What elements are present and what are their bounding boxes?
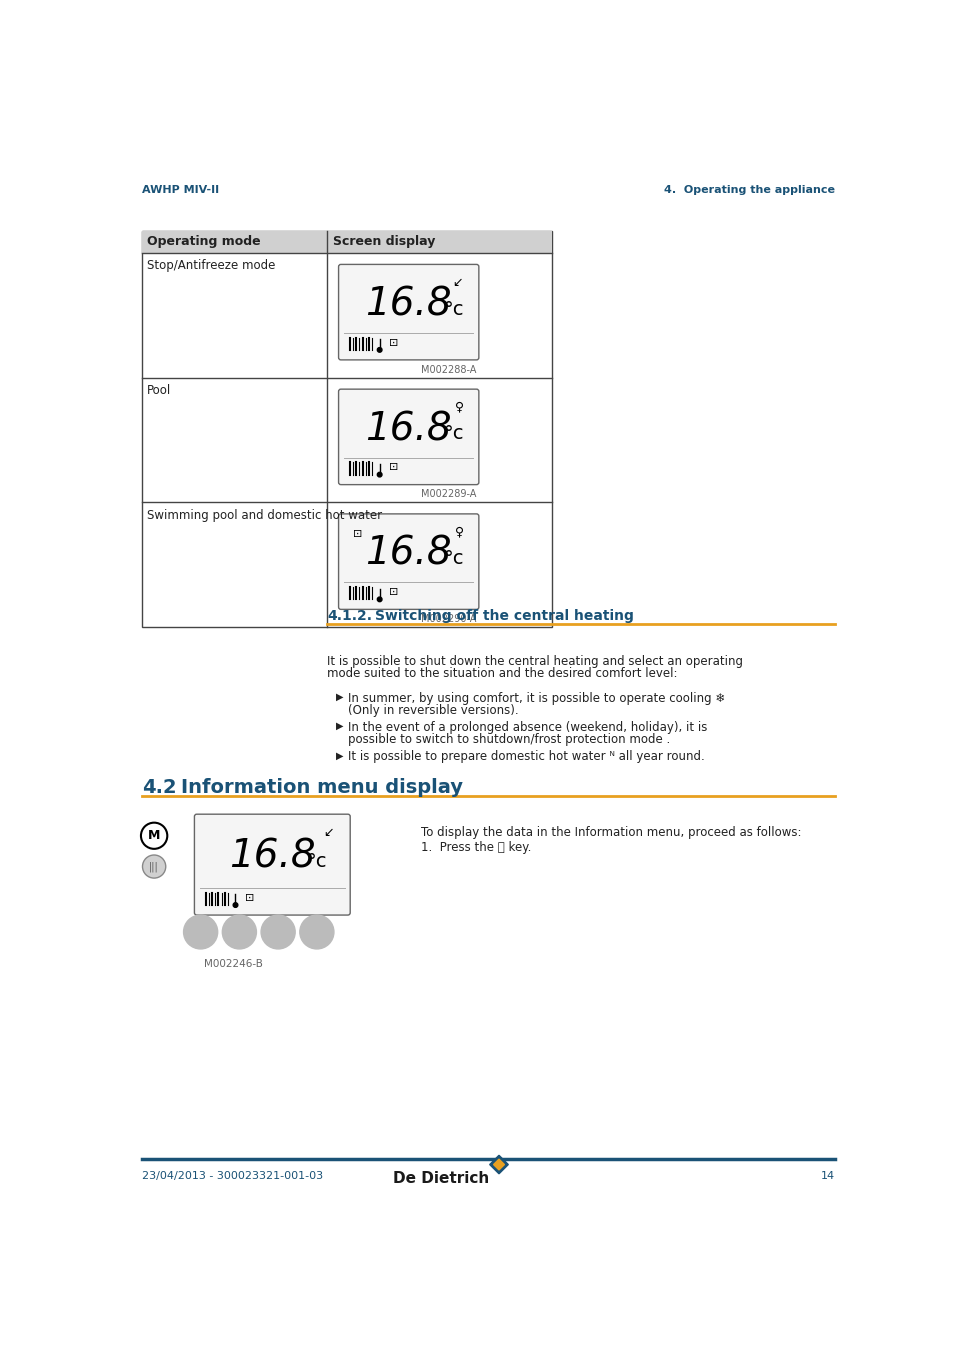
- Text: 14: 14: [821, 1170, 835, 1181]
- Text: 1.  Press the Ⓝ key.: 1. Press the Ⓝ key.: [421, 841, 532, 855]
- FancyBboxPatch shape: [338, 514, 478, 609]
- Text: |||: |||: [149, 861, 159, 872]
- Text: °c: °c: [442, 549, 463, 568]
- Text: 23/04/2013 - 300023321-001-03: 23/04/2013 - 300023321-001-03: [142, 1170, 323, 1181]
- Text: mode suited to the situation and the desired comfort level:: mode suited to the situation and the des…: [327, 667, 677, 680]
- Text: It is possible to shut down the central heating and select an operating: It is possible to shut down the central …: [327, 655, 742, 668]
- Text: °c: °c: [442, 300, 463, 319]
- Text: ↙: ↙: [323, 826, 334, 838]
- Text: ⊡: ⊡: [389, 587, 398, 597]
- Text: Switching off the central heating: Switching off the central heating: [375, 609, 633, 622]
- Text: To display the data in the Information menu, proceed as follows:: To display the data in the Information m…: [421, 826, 801, 838]
- Text: ♀: ♀: [455, 401, 463, 413]
- FancyBboxPatch shape: [194, 814, 350, 915]
- Bar: [142, 231, 551, 252]
- Text: M002289-A: M002289-A: [420, 489, 476, 500]
- Circle shape: [377, 347, 381, 352]
- Text: M002290-A: M002290-A: [420, 614, 476, 624]
- Text: ⊡: ⊡: [245, 892, 253, 903]
- Text: °c: °c: [442, 424, 463, 443]
- Text: 16.8: 16.8: [229, 838, 315, 876]
- Circle shape: [377, 597, 381, 602]
- Text: possible to switch to shutdown/frost protection mode .: possible to switch to shutdown/frost pro…: [348, 733, 669, 747]
- Text: 4.2: 4.2: [142, 778, 177, 796]
- Text: Stop/Antifreeze mode: Stop/Antifreeze mode: [147, 259, 275, 271]
- Text: ▶: ▶: [335, 691, 343, 702]
- Circle shape: [222, 915, 256, 949]
- Text: ↙: ↙: [452, 275, 462, 289]
- Circle shape: [233, 903, 237, 907]
- Circle shape: [261, 915, 294, 949]
- Text: M002288-A: M002288-A: [420, 364, 476, 374]
- Circle shape: [183, 915, 217, 949]
- Text: 16.8: 16.8: [365, 285, 452, 324]
- Text: M002246-B: M002246-B: [204, 958, 263, 969]
- Text: ⊡: ⊡: [389, 338, 398, 347]
- Text: Pool: Pool: [147, 383, 172, 397]
- Text: ▶: ▶: [335, 751, 343, 760]
- Text: ▶: ▶: [335, 721, 343, 730]
- Bar: [142, 231, 551, 628]
- Text: 4.1.2.: 4.1.2.: [327, 609, 372, 622]
- Text: In summer, by using comfort, it is possible to operate cooling ❄: In summer, by using comfort, it is possi…: [348, 691, 724, 705]
- Text: Operating mode: Operating mode: [147, 235, 260, 248]
- Text: ♀: ♀: [455, 525, 463, 539]
- Text: Swimming pool and domestic hot water: Swimming pool and domestic hot water: [147, 509, 382, 521]
- Text: Information menu display: Information menu display: [181, 778, 463, 796]
- Text: (Only in reversible versions).: (Only in reversible versions).: [348, 705, 518, 717]
- Text: In the event of a prolonged absence (weekend, holiday), it is: In the event of a prolonged absence (wee…: [348, 721, 706, 734]
- Text: De Dietrich: De Dietrich: [393, 1170, 488, 1185]
- Polygon shape: [493, 1160, 504, 1170]
- Text: M: M: [148, 829, 160, 842]
- Text: 16.8: 16.8: [365, 535, 452, 572]
- Text: It is possible to prepare domestic hot water ᴺ all year round.: It is possible to prepare domestic hot w…: [348, 751, 704, 763]
- Text: ⊡: ⊡: [353, 528, 362, 539]
- Text: AWHP MIV-II: AWHP MIV-II: [142, 185, 219, 196]
- Circle shape: [142, 855, 166, 878]
- Circle shape: [299, 915, 334, 949]
- Text: 4.  Operating the appliance: 4. Operating the appliance: [663, 185, 835, 196]
- Text: 16.8: 16.8: [365, 410, 452, 448]
- Polygon shape: [489, 1156, 508, 1173]
- Text: ⊡: ⊡: [389, 462, 398, 472]
- Text: °c: °c: [306, 852, 327, 871]
- Circle shape: [377, 472, 381, 477]
- Text: Screen display: Screen display: [333, 235, 436, 248]
- FancyBboxPatch shape: [338, 265, 478, 360]
- FancyBboxPatch shape: [338, 389, 478, 485]
